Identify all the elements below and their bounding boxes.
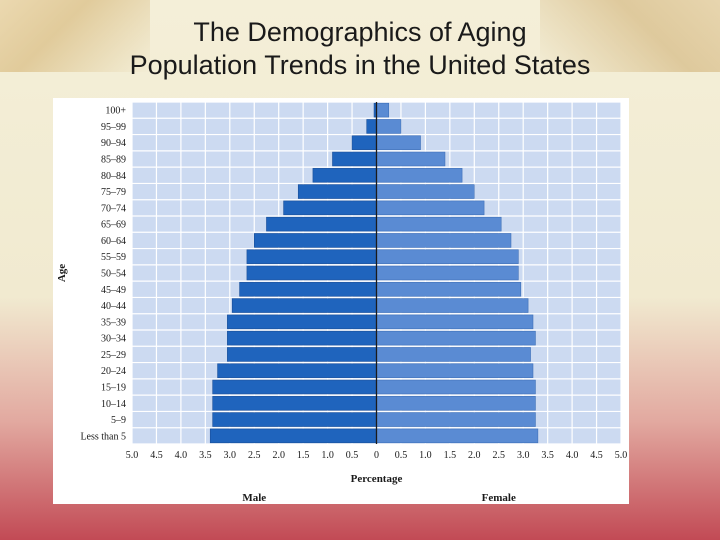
- age-group-label: 85–89: [101, 155, 126, 166]
- female-bar: [376, 102, 390, 118]
- age-group-label: 25–29: [101, 350, 126, 361]
- female-bar: [376, 135, 421, 150]
- male-bar: [227, 347, 377, 362]
- x-axis-title: Percentage: [351, 473, 403, 485]
- x-tick-label: 3.0: [517, 450, 530, 461]
- female-bar: [376, 249, 519, 264]
- slide-title-line-1: The Demographics of Aging: [193, 17, 527, 47]
- x-tick-label: 2.5: [493, 450, 506, 461]
- population-pyramid-card: 100+ 95–99 90–94 85–89 80–84 75–79 70–74 65–69 6…: [53, 98, 629, 504]
- female-bar: [376, 347, 531, 362]
- female-bar: [376, 298, 529, 313]
- male-bar: [239, 282, 377, 297]
- age-group-label: 90–94: [101, 138, 126, 149]
- x-tick-label: 2.5: [248, 450, 261, 461]
- age-group-label: 45–49: [101, 285, 126, 296]
- age-group-label: 70–74: [101, 203, 126, 214]
- age-group-label: 40–44: [101, 301, 126, 312]
- male-bar: [212, 379, 377, 395]
- slide-title: The Demographics of Aging Population Tre…: [0, 16, 720, 82]
- female-bar: [376, 216, 502, 232]
- male-bar: [212, 396, 377, 411]
- x-tick-label: 1.5: [444, 450, 457, 461]
- y-axis-title: Age: [56, 264, 68, 282]
- corner-decoration-left: [0, 0, 150, 72]
- age-group-label: Less than 5: [80, 431, 126, 442]
- x-tick-label: 0.5: [395, 450, 408, 461]
- female-bar: [376, 119, 402, 134]
- female-bar: [376, 282, 522, 297]
- female-bar: [376, 184, 475, 199]
- age-group-label: 20–24: [101, 366, 126, 377]
- x-tick-label: 4.5: [590, 450, 603, 461]
- age-group-label: 30–34: [101, 334, 126, 345]
- female-bar: [376, 151, 446, 167]
- x-tick-label: 1.0: [321, 450, 334, 461]
- population-pyramid-chart: 100+ 95–99 90–94 85–89 80–84 75–79 70–74 65–69 6…: [56, 101, 628, 504]
- male-bar: [312, 168, 377, 183]
- x-tick-label: 3.0: [224, 450, 237, 461]
- age-group-label: 75–79: [101, 187, 126, 198]
- male-bar: [266, 216, 377, 232]
- age-group-label: 10–14: [101, 399, 126, 410]
- female-bar: [376, 396, 536, 411]
- male-bar: [217, 363, 377, 378]
- x-tick-label: 0: [374, 450, 379, 461]
- female-bar: [376, 200, 485, 216]
- male-bar: [366, 119, 377, 134]
- x-tick-label: 4.0: [566, 450, 579, 461]
- age-group-label: 100+: [105, 106, 126, 117]
- age-group-label: 60–64: [101, 236, 126, 247]
- female-bar: [376, 168, 463, 183]
- x-tick-label: 3.5: [541, 450, 554, 461]
- female-bar: [376, 330, 536, 346]
- female-bar: [376, 412, 536, 427]
- age-group-label: 95–99: [101, 122, 126, 133]
- male-bar: [209, 428, 377, 444]
- x-tick-label: 3.5: [199, 450, 212, 461]
- x-tick-label: 0.5: [346, 450, 359, 461]
- x-tick-label: 2.0: [468, 450, 481, 461]
- x-tick-label: 4.0: [175, 450, 188, 461]
- age-group-label: 5–9: [111, 415, 126, 426]
- male-bar: [246, 249, 377, 264]
- slide-title-line-2: Population Trends in the United States: [129, 50, 591, 80]
- series-label-female: Female: [482, 492, 516, 504]
- male-bar: [297, 184, 377, 199]
- male-bar: [283, 200, 377, 216]
- series-label-male: Male: [242, 492, 266, 504]
- x-tick-label: 1.0: [419, 450, 432, 461]
- male-bar: [253, 233, 377, 248]
- age-group-label: 50–54: [101, 269, 126, 280]
- age-group-label: 55–59: [101, 252, 126, 263]
- male-bar: [227, 314, 377, 330]
- age-group-label: 35–39: [101, 317, 126, 328]
- age-group-label: 80–84: [101, 171, 126, 182]
- corner-decoration-right: [540, 0, 720, 72]
- female-bar: [376, 379, 536, 395]
- female-bar: [376, 428, 539, 444]
- male-bar: [212, 412, 377, 427]
- x-tick-label: 4.5: [150, 450, 163, 461]
- female-bar: [376, 314, 534, 330]
- male-bar: [332, 151, 377, 167]
- male-bar: [246, 265, 377, 281]
- age-group-label: 15–19: [101, 383, 126, 394]
- female-bar: [376, 233, 512, 248]
- x-tick-label: 2.0: [272, 450, 285, 461]
- male-bar: [351, 135, 377, 150]
- female-bar: [376, 363, 534, 378]
- x-tick-label: 1.5: [297, 450, 310, 461]
- age-group-label: 65–69: [101, 220, 126, 231]
- female-bar: [376, 265, 519, 281]
- male-bar: [227, 330, 377, 346]
- x-tick-label: 5.0: [126, 450, 139, 461]
- x-tick-label: 5.0: [615, 450, 628, 461]
- male-bar: [231, 298, 377, 313]
